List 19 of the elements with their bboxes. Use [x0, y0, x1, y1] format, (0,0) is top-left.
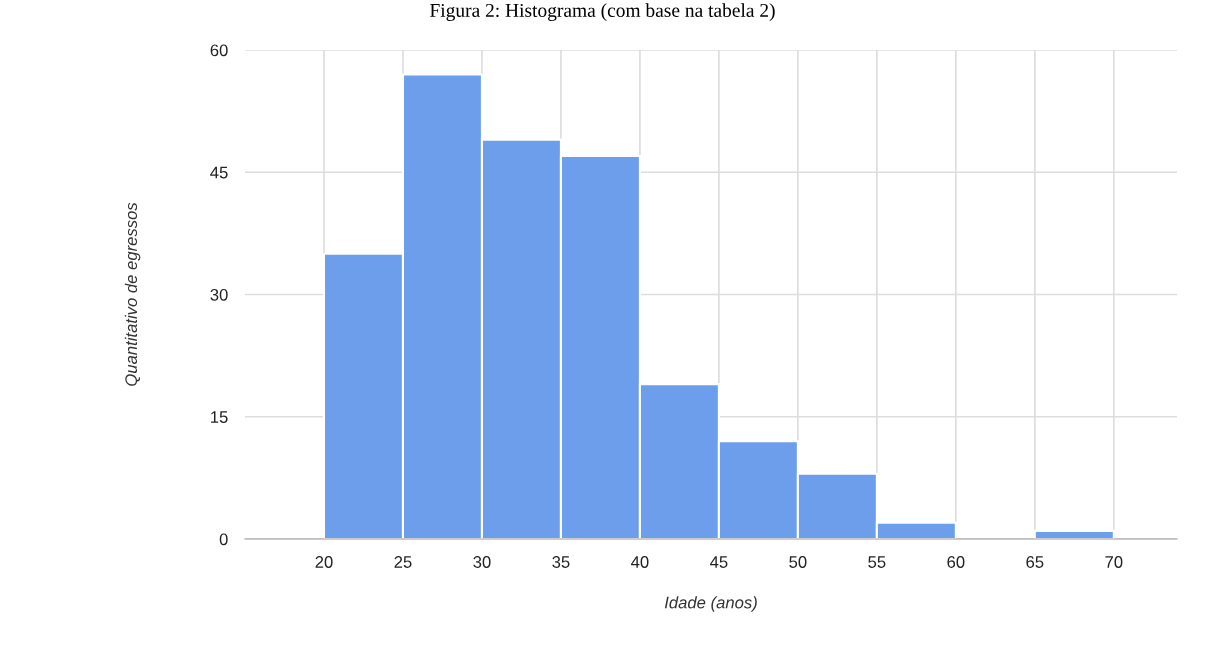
y-tick-label: 60 — [210, 44, 228, 57]
y-axis-title: Quantitativo de egressos — [124, 202, 141, 386]
x-tick-label: 55 — [868, 556, 886, 568]
chart-title: Figura 2: Histograma (com base na tabela 2) — [430, 3, 775, 21]
x-tick-label: 25 — [394, 556, 412, 568]
x-tick-label: 50 — [789, 556, 807, 568]
x-tick-label: 35 — [552, 556, 570, 568]
y-tick-label: 30 — [210, 288, 228, 301]
x-tick-label: 30 — [473, 556, 491, 568]
x-tick-label: 20 — [315, 556, 333, 568]
x-tick-label: 45 — [710, 556, 728, 568]
x-tick-label: 40 — [631, 556, 649, 568]
y-tick-label: 45 — [210, 166, 228, 179]
y-tick-label: 0 — [219, 533, 228, 546]
x-tick-label: 65 — [1026, 556, 1044, 568]
x-tick-label: 60 — [947, 556, 965, 568]
y-tick-label: 15 — [211, 411, 228, 423]
x-tick-label: 70 — [1105, 556, 1123, 568]
x-axis-title: Idade (anos) — [664, 596, 757, 612]
